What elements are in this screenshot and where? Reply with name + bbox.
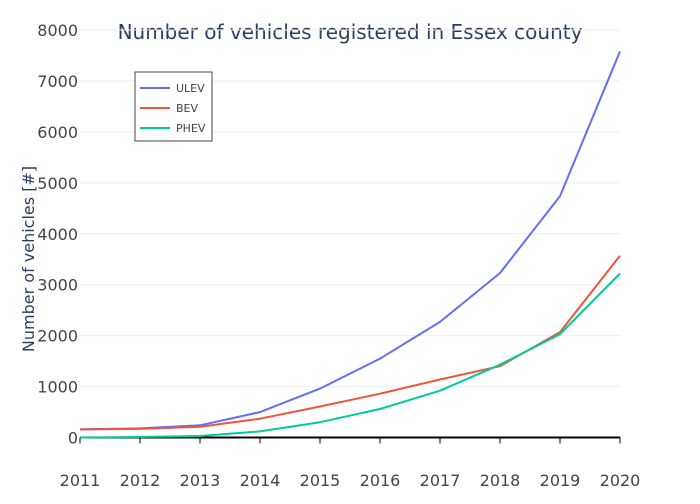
y-tick-label-1000: 1000 (37, 378, 78, 397)
series-lines (79, 51, 621, 439)
x-tick-label-2014: 2014 (240, 471, 281, 490)
y-tick-label-4000: 4000 (37, 225, 78, 244)
x-tick-label-2017: 2017 (420, 471, 461, 490)
x-tick-label-2016: 2016 (360, 471, 401, 490)
legend-items: ULEV BEV PHEV (140, 82, 206, 135)
x-tick-label-2019: 2019 (540, 471, 581, 490)
y-tick-label-5000: 5000 (37, 174, 78, 193)
x-tick-label-2011: 2011 (60, 471, 101, 490)
x-tick-label-2013: 2013 (180, 471, 221, 490)
legend-label-ulev: ULEV (176, 82, 205, 95)
y-tick-label-7000: 7000 (37, 72, 78, 91)
y-axis-ticks: 0 1000 2000 3000 4000 5000 6000 7000 8000 (37, 21, 78, 448)
x-tick-label-2015: 2015 (300, 471, 341, 490)
x-tick-label-2012: 2012 (120, 471, 161, 490)
chart-title: Number of vehicles registered in Essex c… (118, 20, 583, 44)
x-tick-label-2018: 2018 (480, 471, 521, 490)
y-tick-label-8000: 8000 (37, 21, 78, 40)
x-tick-label-2020: 2020 (600, 471, 641, 490)
y-tick-label-6000: 6000 (37, 123, 78, 142)
y-axis-label: Number of vehicles [#] (19, 166, 38, 352)
y-tick-label-3000: 3000 (37, 276, 78, 295)
legend-label-bev: BEV (176, 102, 198, 115)
y-tick-label-2000: 2000 (37, 327, 78, 346)
series-line-phev (79, 272, 621, 439)
legend-box (134, 71, 213, 142)
x-axis-ticks: 2011 2012 2013 2014 2015 2016 2017 2018 2019 2020 (60, 437, 641, 490)
legend-label-phev: PHEV (176, 122, 206, 135)
legend: ULEV BEV PHEV (134, 71, 213, 142)
y-tick-label-0: 0 (68, 429, 78, 448)
